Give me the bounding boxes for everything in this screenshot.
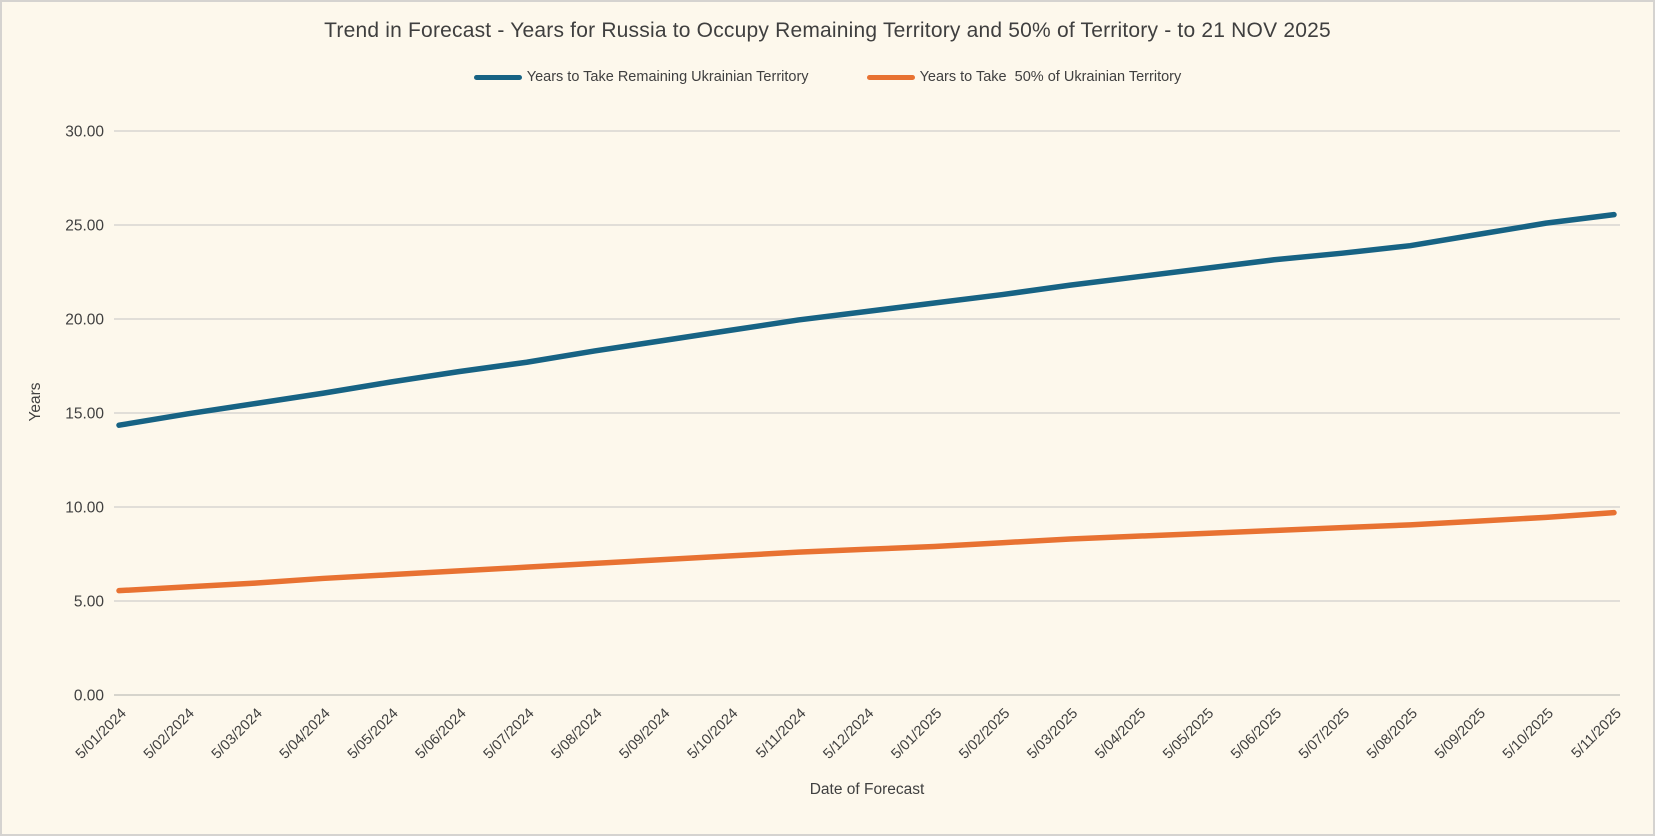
x-tick-label: 5/07/2025 xyxy=(1296,706,1353,763)
series-lines xyxy=(116,211,1617,594)
x-tick-label: 5/04/2024 xyxy=(277,706,334,763)
legend-item-remaining-territory: Years to Take Remaining Ukrainian Territ… xyxy=(473,69,809,85)
x-axis-tick-labels: 5/01/2024 5/02/2024 5/03/2024 5/04/2024 5/05… xyxy=(73,706,1625,763)
x-tick-label: 5/01/2025 xyxy=(888,706,945,763)
legend: Years to Take Remaining Ukrainian Territ… xyxy=(2,69,1653,85)
y-tick-label: 0.00 xyxy=(74,688,105,705)
x-tick-label: 5/08/2025 xyxy=(1364,706,1421,763)
y-axis-title: Years xyxy=(27,382,44,421)
y-axis-tick-labels: 0.00 5.00 10.00 15.00 20.00 25.00 30.00 xyxy=(65,124,104,705)
legend-label-50pct-territory: Years to Take 50% of Ukrainian Territory xyxy=(919,69,1182,85)
x-tick-label: 5/02/2025 xyxy=(956,706,1013,763)
x-tick-label: 5/09/2025 xyxy=(1432,706,1489,763)
y-tick-label: 20.00 xyxy=(65,312,104,329)
x-tick-label: 5/08/2024 xyxy=(549,706,606,763)
x-tick-label: 5/05/2025 xyxy=(1160,706,1217,763)
x-tick-label: 5/10/2024 xyxy=(684,706,741,763)
x-tick-label: 5/11/2024 xyxy=(753,706,809,762)
legend-line-swatch-blue-icon xyxy=(473,74,522,80)
legend-line-swatch-orange-icon xyxy=(866,74,915,80)
x-tick-label: 5/09/2024 xyxy=(617,706,674,763)
x-tick-label: 5/04/2025 xyxy=(1092,706,1149,763)
legend-label-remaining-territory: Years to Take Remaining Ukrainian Territ… xyxy=(526,69,809,85)
y-tick-label: 5.00 xyxy=(74,594,105,611)
y-tick-label: 30.00 xyxy=(65,124,104,141)
x-tick-label: 5/02/2024 xyxy=(141,706,198,763)
legend-item-50pct-territory: Years to Take 50% of Ukrainian Territory xyxy=(866,69,1182,85)
x-tick-label: 5/11/2025 xyxy=(1569,706,1625,762)
chart-title: Trend in Forecast - Years for Russia to … xyxy=(324,19,1331,42)
x-tick-label: 5/07/2024 xyxy=(481,706,538,763)
x-tick-label: 5/12/2024 xyxy=(820,706,877,763)
x-axis-title: Date of Forecast xyxy=(810,781,925,798)
x-tick-label: 5/06/2025 xyxy=(1228,706,1285,763)
series-line-50pct-territory xyxy=(116,509,1617,594)
x-tick-label: 5/05/2024 xyxy=(345,706,402,763)
y-tick-label: 25.00 xyxy=(65,218,104,235)
gridlines xyxy=(114,130,1620,696)
x-tick-label: 5/10/2025 xyxy=(1500,706,1557,763)
x-tick-label: 5/03/2025 xyxy=(1024,706,1081,763)
x-tick-label: 5/01/2024 xyxy=(73,706,130,763)
x-tick-label: 5/06/2024 xyxy=(413,706,470,763)
y-tick-label: 10.00 xyxy=(65,500,104,517)
series-line-remaining-territory xyxy=(116,211,1617,428)
y-tick-label: 15.00 xyxy=(65,406,104,423)
x-tick-label: 5/03/2024 xyxy=(209,706,266,763)
